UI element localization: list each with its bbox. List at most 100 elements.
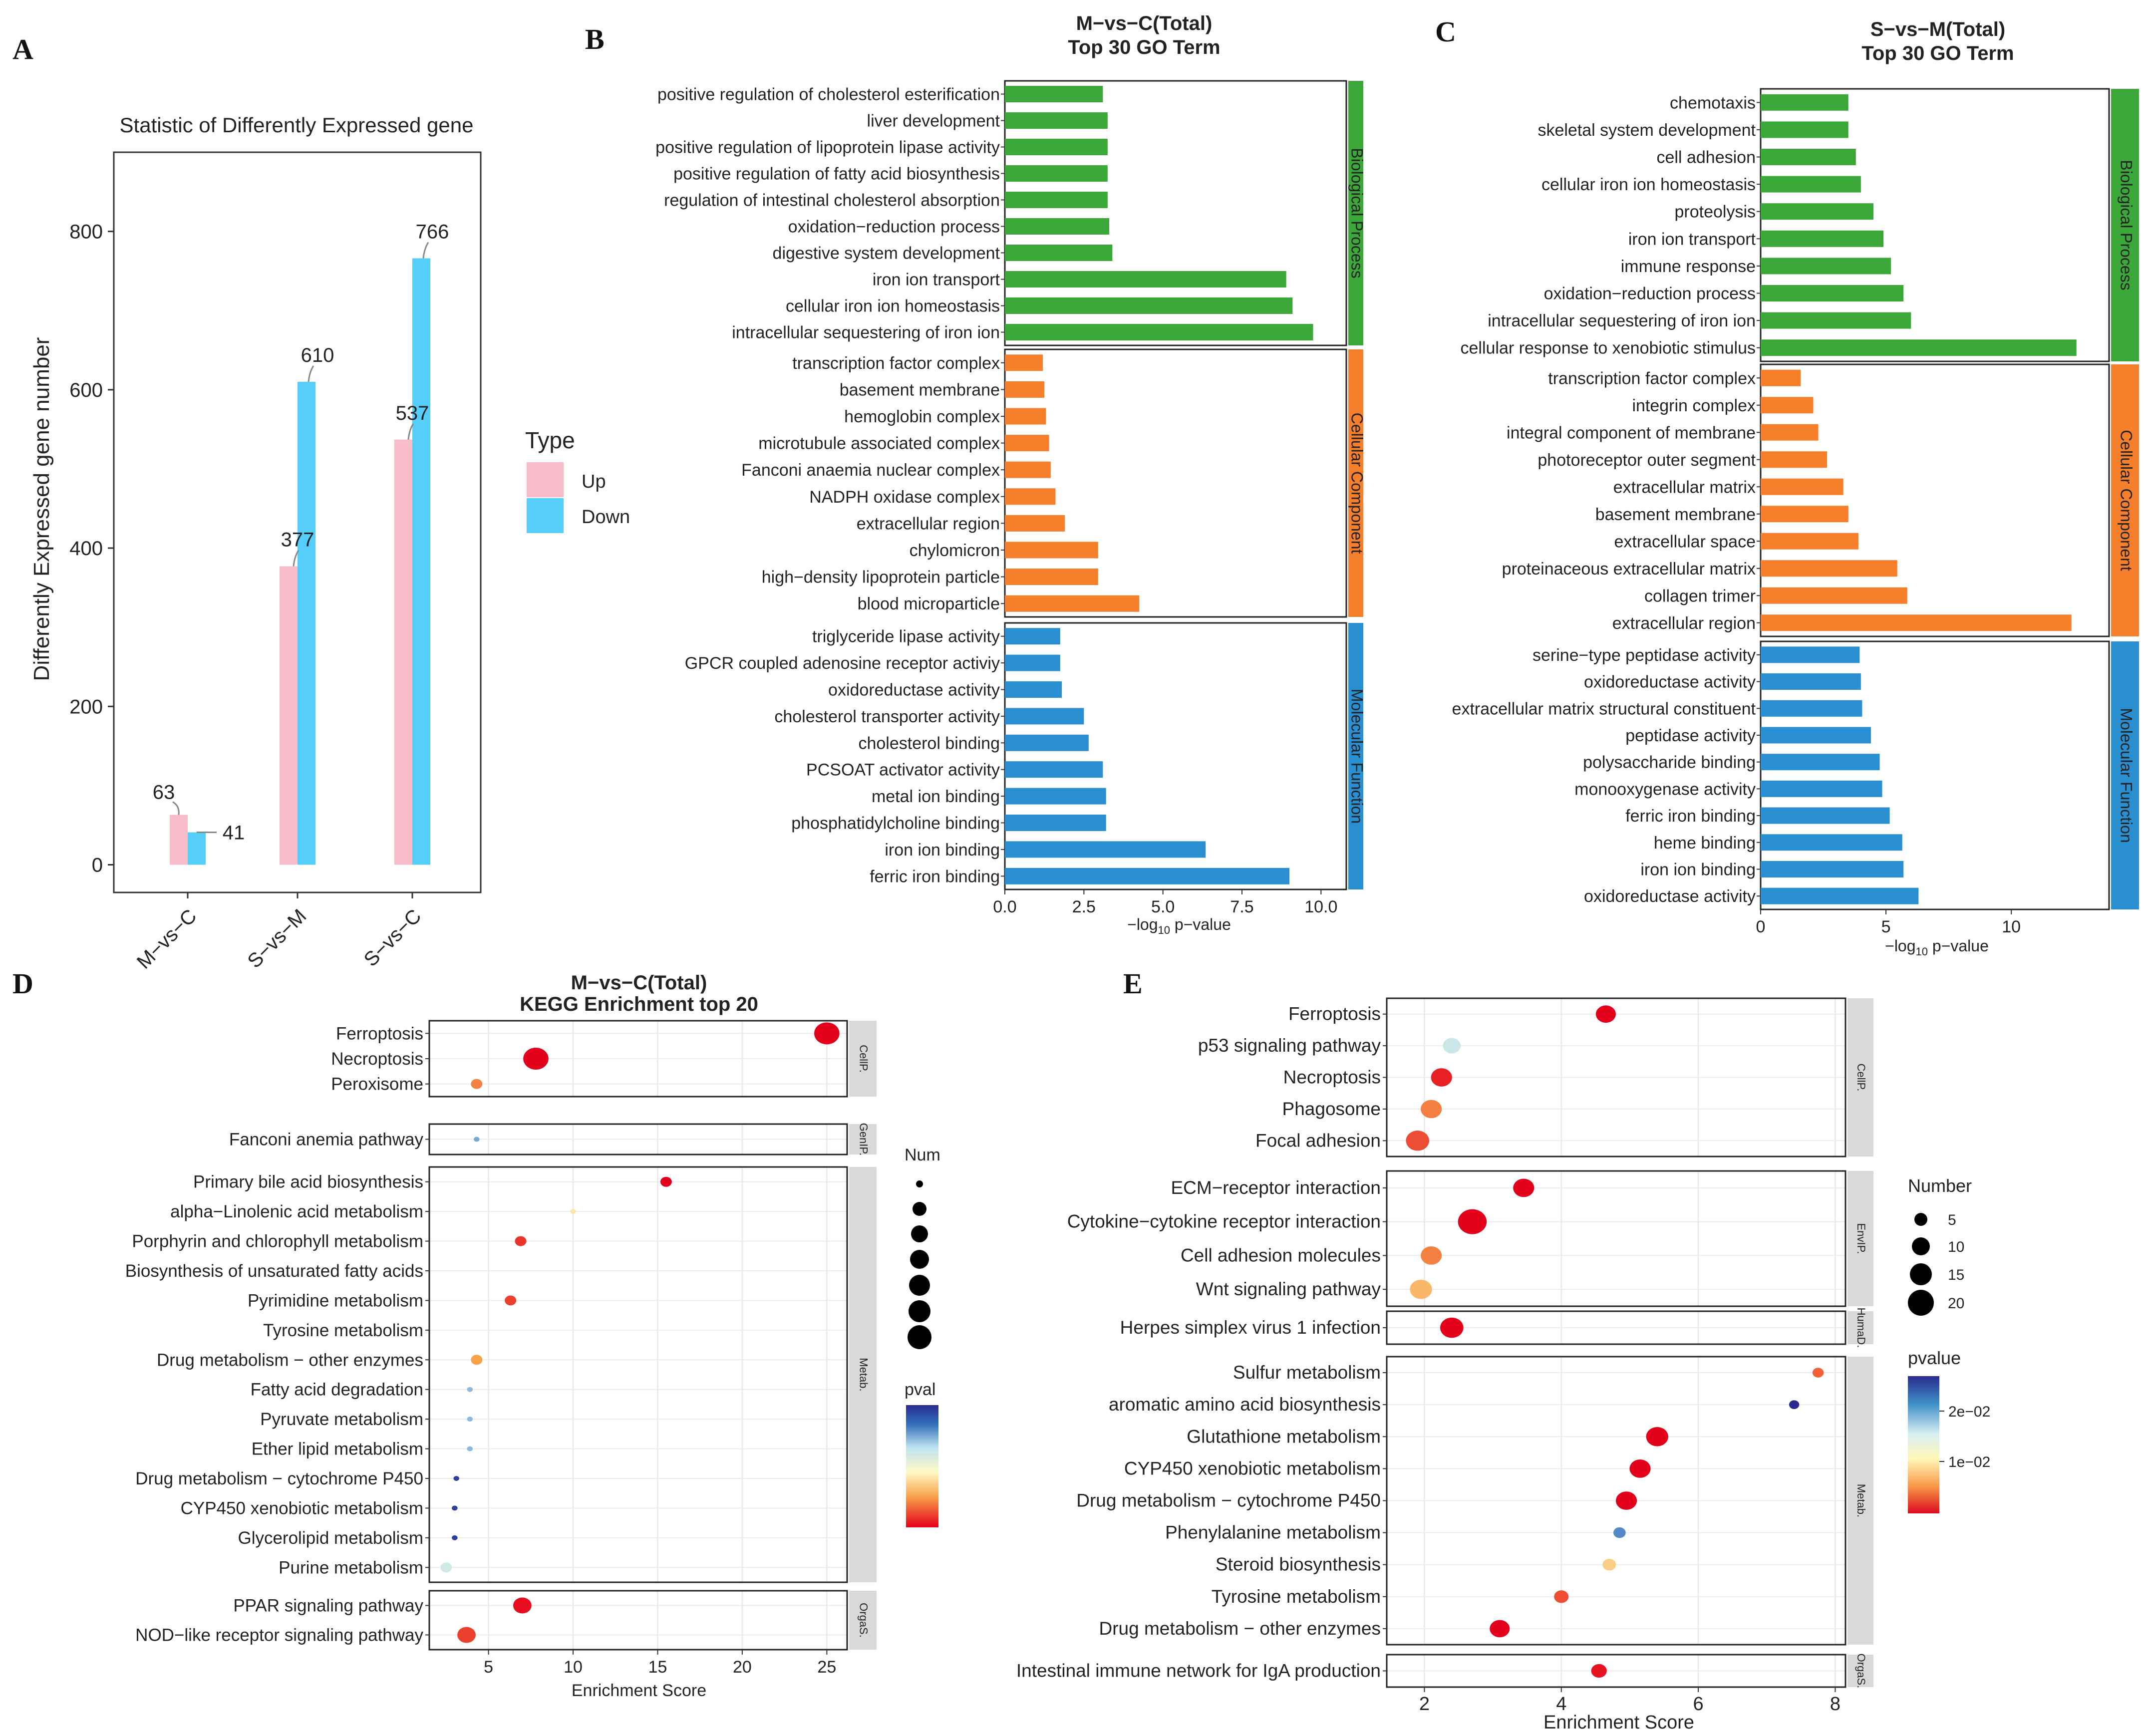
kegg-facet-strip-label: OrgaS.	[1855, 1654, 1867, 1689]
go-facet-strip	[1348, 81, 1363, 345]
panel-e-chart: CellP. Ferroptosis p53 signaling pathway Ne…	[1016, 997, 1990, 1733]
panel-e-color-tick-label-2: 1e−02	[1948, 1454, 1990, 1470]
go-term-label: immune response	[1621, 257, 1756, 276]
kegg-bubble	[457, 1627, 476, 1643]
kegg-x-tick-label: 20	[733, 1658, 752, 1677]
go-term-label: oxidoreductase activity	[1584, 673, 1756, 692]
go-facet-strip	[1348, 623, 1363, 889]
go-bar	[1761, 94, 1848, 111]
panel-a-bar-up	[280, 566, 298, 865]
panel-e-color-legend-title: pvalue	[1908, 1348, 1961, 1368]
go-bar	[1005, 112, 1108, 129]
panel-d-title: M−vs−C(Total)	[571, 972, 707, 994]
panel-d-size-key-4	[910, 1250, 929, 1269]
go-bar	[1761, 560, 1897, 577]
legend-title-type: Type	[525, 427, 575, 453]
kegg-facet-strip	[849, 1021, 877, 1097]
kegg-facet-strip	[1847, 1655, 1873, 1687]
kegg-facet-strip	[1847, 998, 1873, 1157]
panel-a-value-label-down: 610	[301, 344, 334, 366]
kegg-term-label: Fanconi anemia pathway	[229, 1130, 424, 1150]
panel-letter-b: B	[585, 23, 605, 55]
kegg-bubble	[1443, 1038, 1461, 1054]
go-term-label: transcription factor complex	[1548, 369, 1756, 388]
kegg-x-tick-label: 4	[1556, 1694, 1566, 1715]
go-term-label: hemoglobin complex	[844, 407, 1000, 426]
go-facet-strip	[1348, 349, 1363, 617]
kegg-term-label: p53 signaling pathway	[1198, 1035, 1381, 1056]
go-bar	[1005, 761, 1103, 778]
go-x-tick-label: 0.0	[993, 897, 1016, 916]
panel-e-size-key-label-15: 15	[1948, 1267, 1964, 1283]
kegg-bubble	[1431, 1068, 1452, 1087]
go-bar	[1761, 230, 1884, 247]
kegg-term-label: Steroid biosynthesis	[1216, 1554, 1381, 1575]
go-term-label: extracellular region	[1612, 614, 1756, 633]
panel-d-subtitle: KEGG Enrichment top 20	[520, 993, 758, 1015]
go-term-label: cellular response to xenobiotic stimulus	[1460, 339, 1756, 358]
go-bar	[1761, 203, 1873, 220]
kegg-bubble	[1554, 1590, 1569, 1603]
go-term-label: ferric iron binding	[1625, 807, 1756, 826]
panel-d-color-legend-title: pval	[905, 1380, 935, 1399]
kegg-bubble	[515, 1236, 527, 1246]
go-bar	[1761, 533, 1858, 550]
panel-a-bar-down	[188, 832, 206, 865]
kegg-facet-strip-label: HumaD.	[1855, 1308, 1867, 1348]
kegg-term-label: CYP450 xenobiotic metabolism	[181, 1498, 423, 1518]
go-term-label: polysaccharide binding	[1583, 753, 1756, 772]
panel-a-value-label-up: 537	[396, 402, 429, 424]
go-term-label: cellular iron ion homeostasis	[1541, 175, 1756, 194]
panel-e-color-bar	[1908, 1376, 1939, 1513]
kegg-term-label: CYP450 xenobiotic metabolism	[1124, 1458, 1381, 1478]
go-term-label: basement membrane	[1595, 505, 1756, 524]
panel-letter-c: C	[1435, 15, 1456, 48]
kegg-bubble	[1602, 1559, 1616, 1571]
kegg-bubble	[467, 1417, 473, 1422]
panel-e-color-tick-label-1: 2e−02	[1948, 1404, 1990, 1420]
kegg-term-label: Cell adhesion molecules	[1181, 1245, 1381, 1265]
kegg-bubble	[1812, 1368, 1824, 1378]
go-bar	[1761, 339, 2077, 356]
panel-a-label-connector	[172, 801, 180, 815]
go-bar	[1005, 461, 1051, 478]
go-term-label: digestive system development	[773, 244, 1000, 263]
panel-d-size-key-1	[916, 1180, 923, 1187]
go-term-label: photoreceptor outer segment	[1537, 451, 1756, 470]
go-term-label: metal ion binding	[872, 787, 1000, 806]
kegg-term-label: Pyruvate metabolism	[260, 1410, 423, 1429]
kegg-bubble	[1490, 1620, 1510, 1638]
legend-label-up: Up	[582, 471, 606, 492]
panel-b-x-axis-label: −log10 p−value	[1127, 915, 1231, 936]
panel-a-x-tick-label: M−vs−C	[133, 905, 201, 973]
go-bar	[1005, 297, 1293, 314]
kegg-bubble	[452, 1505, 458, 1511]
kegg-bubble	[1629, 1459, 1651, 1478]
panel-d-size-key-6	[909, 1300, 930, 1322]
kegg-facet-strip-label: EnvIP.	[1855, 1223, 1867, 1254]
go-term-label: ferric iron binding	[870, 867, 1000, 886]
go-bar	[1761, 700, 1862, 717]
kegg-term-label: Peroxisome	[331, 1075, 423, 1094]
kegg-term-label: Phenylalanine metabolism	[1165, 1522, 1381, 1543]
kegg-term-label: Drug metabolism − cytochrome P450	[135, 1469, 423, 1488]
kegg-term-label: Porphyrin and chlorophyll metabolism	[132, 1232, 423, 1251]
kegg-bubble	[471, 1355, 483, 1365]
go-term-label: phosphatidylcholine binding	[791, 814, 1000, 833]
kegg-facet-strip	[1847, 1311, 1873, 1344]
kegg-x-tick-label: 6	[1693, 1694, 1704, 1715]
go-term-label: proteinaceous extracellular matrix	[1502, 560, 1756, 579]
panel-a-bar-up	[170, 815, 188, 865]
go-term-label: cholesterol binding	[858, 734, 1000, 753]
go-term-label: serine−type peptidase activity	[1533, 646, 1756, 665]
panel-c-chart: S−vs−M(Total) Top 30 GO Term Biological …	[1452, 18, 2139, 958]
kegg-facet-strip	[849, 1591, 877, 1650]
kegg-facet-strip	[1847, 1357, 1873, 1645]
go-bar	[1761, 451, 1828, 468]
kegg-term-label: Biosynthesis of unsaturated fatty acids	[125, 1261, 423, 1281]
kegg-bubble	[1613, 1527, 1626, 1538]
go-term-label: microtubule associated complex	[758, 434, 1000, 453]
go-term-label: monooxygenase activity	[1574, 780, 1756, 799]
go-facet-strip	[2111, 364, 2139, 636]
